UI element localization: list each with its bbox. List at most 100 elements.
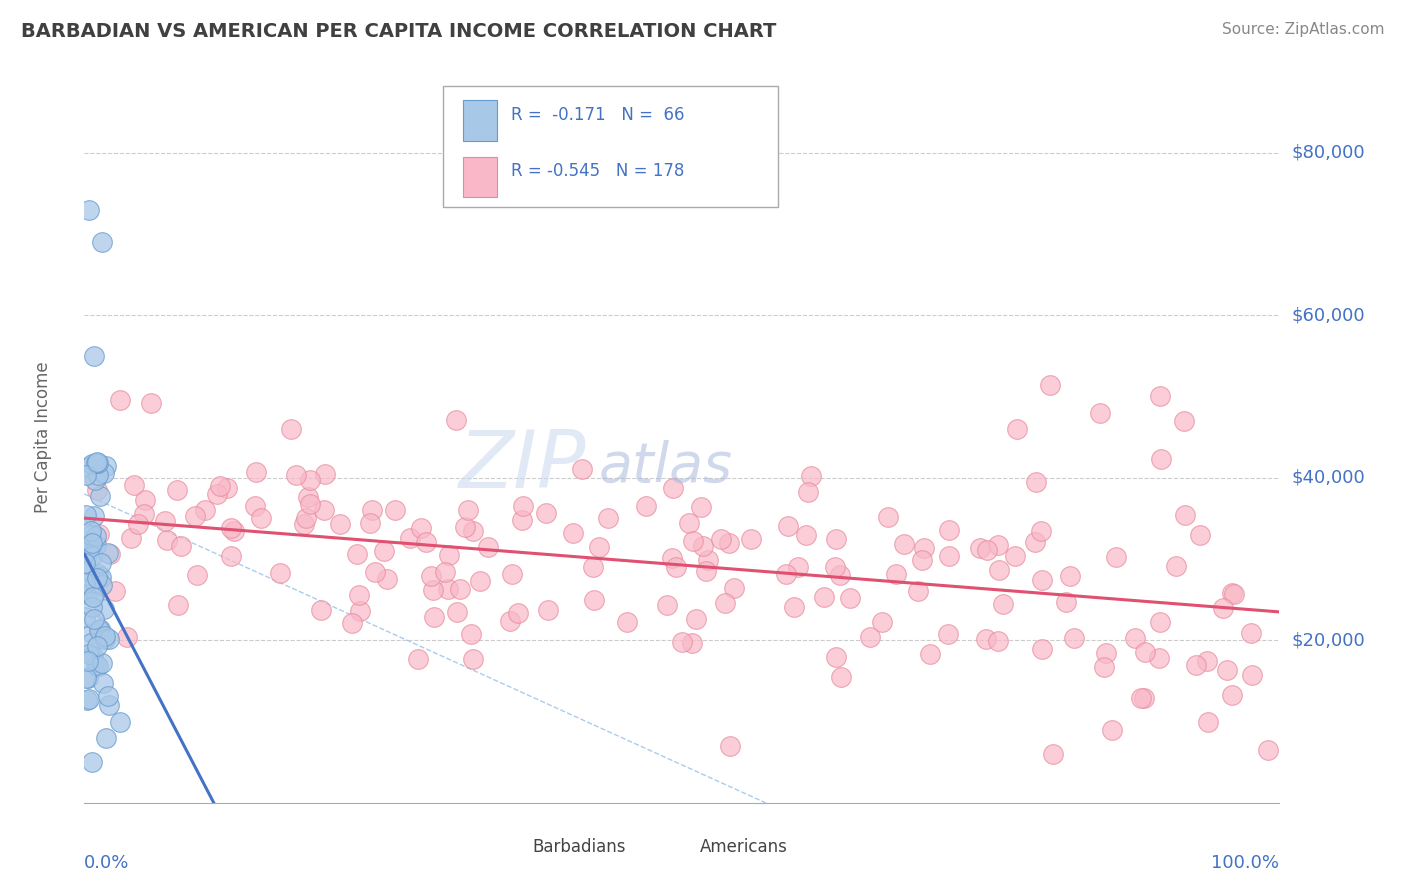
Point [1149,389,1171,403]
Point [80,524,103,538]
Point [813,591,835,605]
Point [718,739,741,753]
Point [75,672,97,686]
Point [740,532,762,546]
Point [415,535,437,549]
Point [988,563,1011,577]
Point [314,467,336,481]
Point [1223,587,1246,601]
Point [697,553,720,567]
Point [420,569,443,583]
Point [77,647,100,661]
Point [86,455,108,469]
Point [79,691,101,706]
Point [89,623,111,637]
Point [562,525,585,540]
Point [1216,663,1239,677]
Point [685,612,707,626]
Point [80,536,103,550]
Point [776,518,799,533]
Point [75,610,97,624]
Point [98,547,121,561]
Point [398,532,420,546]
Point [437,582,460,597]
Bar [671,833,695,862]
Point [86,657,108,672]
Point [534,506,557,520]
Point [1105,550,1128,565]
Point [714,596,737,610]
Text: R = -0.545   N = 178: R = -0.545 N = 178 [510,162,685,180]
Point [346,547,368,561]
Point [86,483,108,497]
Point [314,503,336,517]
Point [800,469,823,483]
Point [1185,657,1208,672]
Point [221,549,243,564]
Text: $20,000: $20,000 [1292,632,1365,649]
Point [84,456,107,470]
Point [1004,549,1026,563]
Point [349,604,371,618]
Point [93,466,115,480]
Point [449,582,471,597]
Point [1130,691,1153,706]
Point [661,551,683,566]
Point [76,671,98,685]
Point [1164,559,1187,574]
Point [408,652,430,666]
Point [828,567,851,582]
Point [86,640,108,654]
Point [77,460,100,475]
Point [347,588,370,602]
Point [91,676,114,690]
Point [512,499,534,513]
Point [969,541,991,556]
Point [1174,508,1197,523]
Point [167,598,190,612]
Text: $60,000: $60,000 [1292,306,1365,324]
Text: $80,000: $80,000 [1292,144,1365,161]
Point [156,533,179,547]
Point [1197,653,1219,667]
Point [1197,714,1219,729]
Point [692,539,714,553]
Point [665,559,688,574]
Point [82,600,104,615]
Point [991,597,1014,611]
Point [127,517,149,532]
Point [82,649,104,664]
Point [166,483,188,497]
Point [1031,642,1053,657]
Point [295,511,318,525]
Point [859,630,882,644]
Point [80,626,103,640]
Point [364,565,387,579]
Point [409,521,432,535]
Point [87,527,110,541]
Point [84,586,107,600]
Point [86,570,108,584]
Bar [463,157,496,197]
Point [718,536,741,550]
Point [76,587,98,601]
Point [446,605,468,619]
Point [73,576,96,591]
Point [1149,615,1171,629]
Point [911,553,934,567]
Point [794,528,817,542]
Point [1239,626,1261,640]
Point [433,565,456,579]
Point [87,468,110,483]
FancyBboxPatch shape [443,86,778,207]
Point [94,629,117,643]
Point [457,502,479,516]
Point [830,670,852,684]
Point [477,540,499,554]
Point [79,541,101,556]
Point [636,499,658,513]
Point [73,556,96,570]
Point [90,570,112,584]
Point [245,465,267,479]
Point [1095,646,1118,660]
